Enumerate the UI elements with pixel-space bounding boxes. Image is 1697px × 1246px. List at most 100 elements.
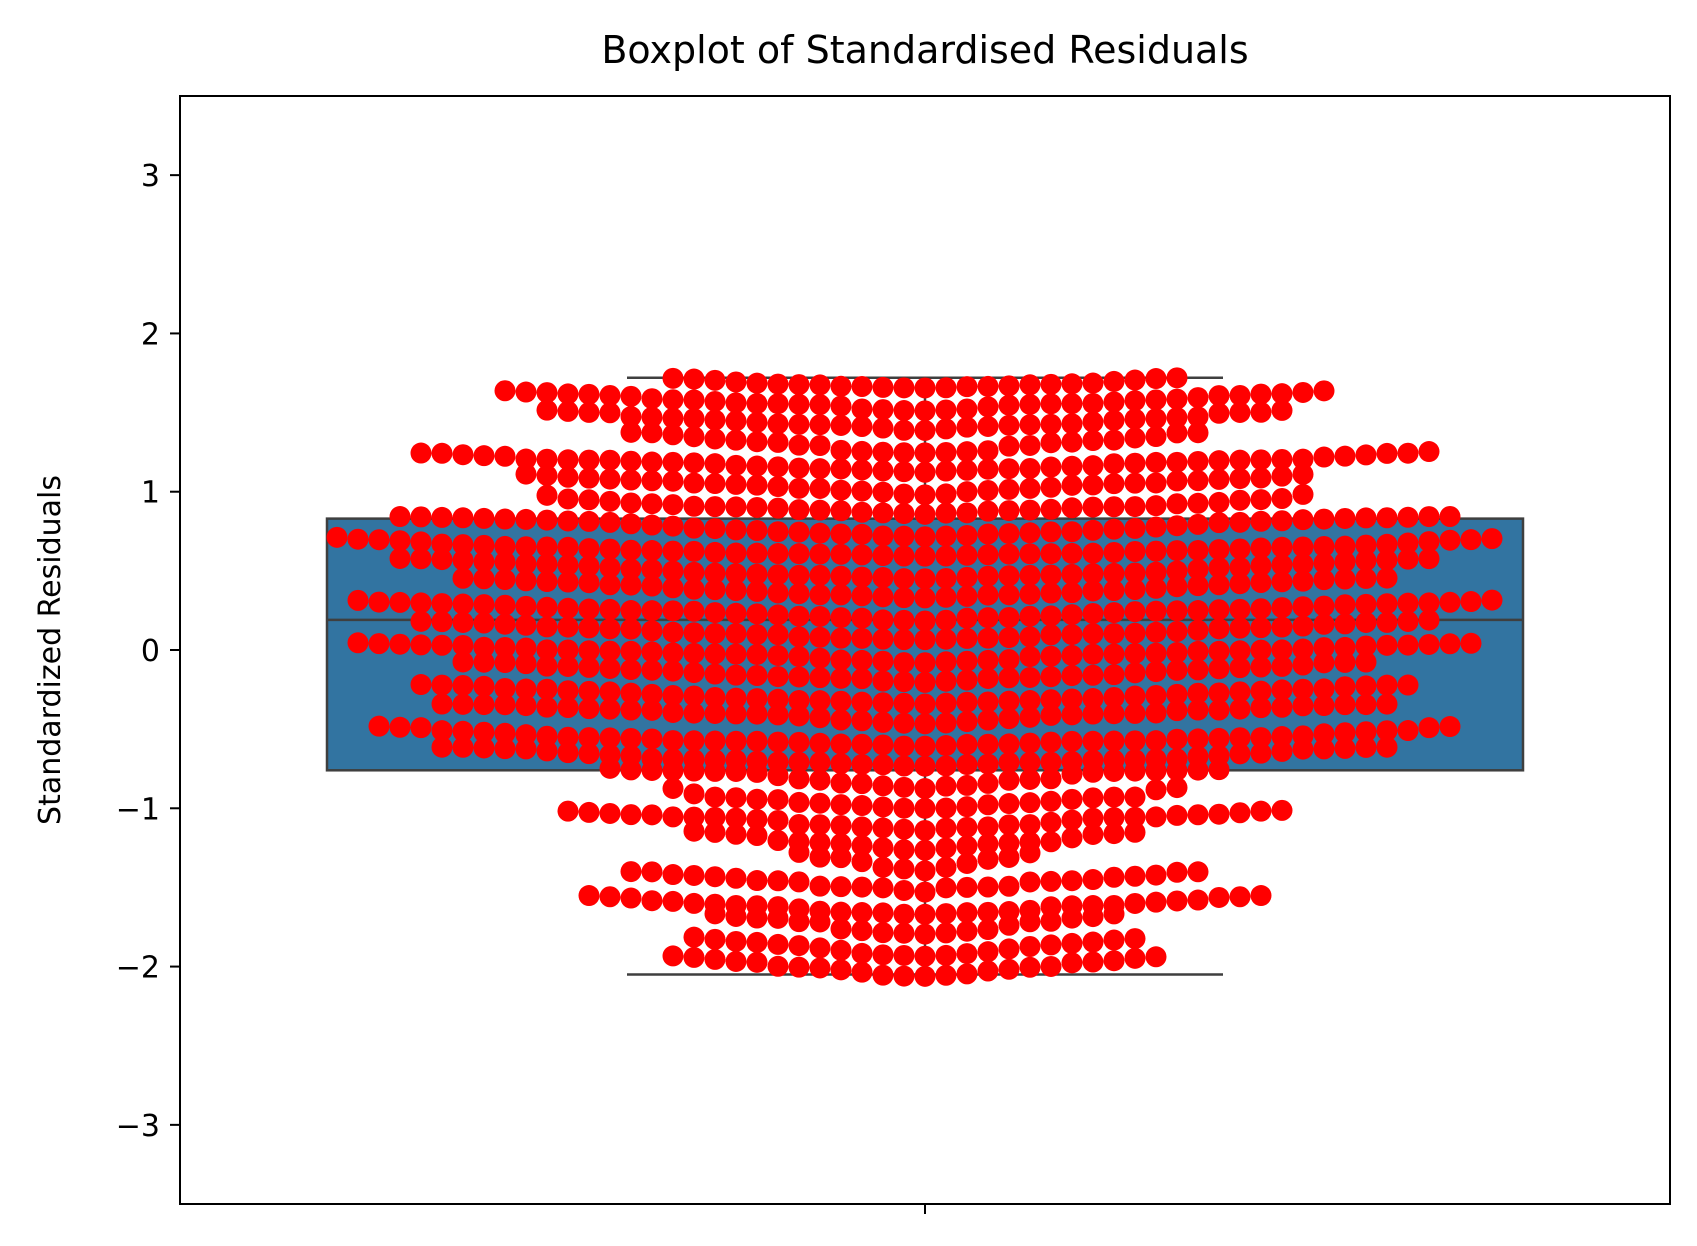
residual-point (1229, 657, 1251, 679)
residual-point (683, 495, 705, 517)
residual-point (914, 568, 936, 590)
residual-point (1229, 802, 1251, 824)
residual-point (956, 754, 978, 776)
residual-point (935, 755, 957, 777)
residual-point (1082, 951, 1104, 973)
residual-point (704, 687, 726, 709)
residual-point (872, 376, 894, 398)
residual-point (620, 618, 642, 640)
residual-point (893, 879, 915, 901)
y-tick-label: −2 (116, 951, 160, 986)
residual-point (1019, 393, 1041, 415)
residual-point (1124, 685, 1146, 707)
residual-point (494, 694, 516, 716)
residual-point (1082, 623, 1104, 645)
residual-point (1019, 936, 1041, 958)
residual-point (956, 963, 978, 985)
residual-point (893, 755, 915, 777)
residual-point (1040, 704, 1062, 726)
residual-point (935, 441, 957, 463)
residual-point (935, 670, 957, 692)
residual-point (1439, 505, 1461, 527)
residual-point (683, 864, 705, 886)
residual-point (557, 696, 579, 718)
residual-point (1250, 697, 1272, 719)
residual-point (725, 894, 747, 916)
residual-point (725, 454, 747, 476)
residual-point (1040, 831, 1062, 853)
residual-point (935, 545, 957, 567)
residual-point (893, 712, 915, 734)
residual-point (515, 724, 537, 746)
residual-point (893, 545, 915, 567)
residual-point (704, 702, 726, 724)
residual-point (725, 496, 747, 518)
residual-point (1187, 861, 1209, 883)
residual-point (1145, 451, 1167, 473)
residual-point (998, 814, 1020, 836)
residual-point (977, 500, 999, 522)
residual-point (1229, 384, 1251, 406)
residual-point (662, 407, 684, 429)
residual-point (998, 375, 1020, 397)
residual-point (1250, 656, 1272, 678)
residual-point (998, 649, 1020, 671)
residual-point (1061, 827, 1083, 849)
residual-point (1166, 683, 1188, 705)
residual-point (935, 817, 957, 839)
residual-point (767, 644, 789, 666)
residual-point (683, 368, 705, 390)
residual-point (830, 690, 852, 712)
residual-point (1313, 446, 1335, 468)
residual-point (1355, 694, 1377, 716)
residual-point (1313, 637, 1335, 659)
residual-point (641, 804, 663, 826)
residual-point (1145, 685, 1167, 707)
residual-point (1019, 751, 1041, 773)
residual-point (1124, 427, 1146, 449)
residual-point (788, 666, 810, 688)
residual-point (326, 526, 348, 548)
residual-point (767, 896, 789, 918)
residual-point (1124, 390, 1146, 412)
residual-point (620, 513, 642, 535)
residual-point (914, 419, 936, 441)
residual-point (830, 395, 852, 417)
residual-point (998, 938, 1020, 960)
residual-point (872, 754, 894, 776)
residual-point (452, 651, 474, 673)
residual-point (1187, 422, 1209, 444)
residual-point (1250, 449, 1272, 471)
y-tick-label: 3 (141, 159, 160, 194)
residual-point (662, 890, 684, 912)
residual-point (1271, 465, 1293, 487)
residual-point (431, 720, 453, 742)
residual-point (536, 740, 558, 762)
residual-point (557, 616, 579, 638)
residual-point (746, 824, 768, 846)
residual-point (704, 473, 726, 495)
residual-point (851, 902, 873, 924)
residual-point (1460, 529, 1482, 551)
residual-point (956, 585, 978, 607)
residual-point (578, 680, 600, 702)
residual-point (998, 500, 1020, 522)
residual-point (1313, 613, 1335, 635)
residual-point (1376, 567, 1398, 589)
residual-point (1313, 595, 1335, 617)
residual-point (1418, 633, 1440, 655)
residual-point (1313, 695, 1335, 717)
residual-point (1271, 740, 1293, 762)
residual-point (494, 613, 516, 635)
plot-frame (179, 95, 1671, 1205)
residual-point (914, 819, 936, 841)
residual-point (494, 594, 516, 616)
residual-point (1103, 749, 1125, 771)
residual-point (1355, 550, 1377, 572)
residual-point (1082, 519, 1104, 541)
residual-point (935, 944, 957, 966)
residual-point (452, 567, 474, 589)
residual-point (977, 458, 999, 480)
residual-point (851, 773, 873, 795)
residual-point (1355, 651, 1377, 673)
